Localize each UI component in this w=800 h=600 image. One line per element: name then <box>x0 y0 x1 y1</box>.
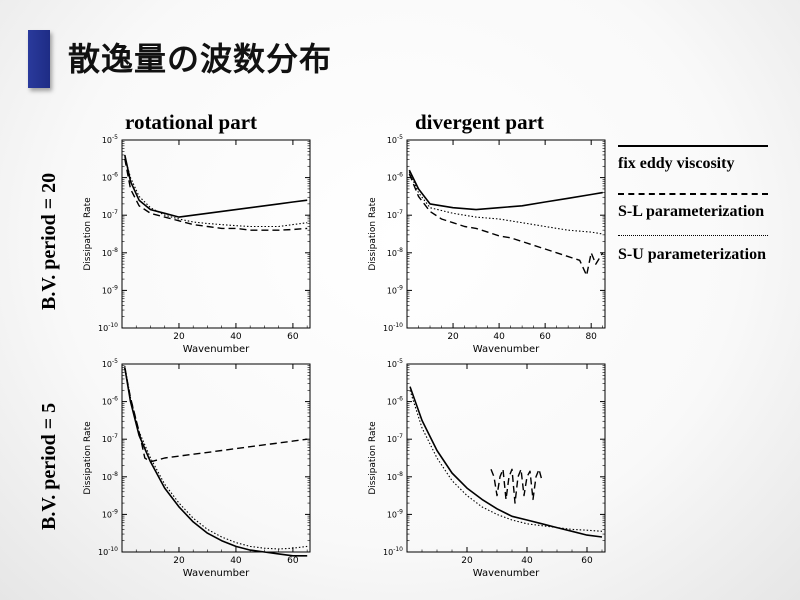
y-tick-label: 10-8 <box>102 471 118 482</box>
column-title-divergent: divergent part <box>415 110 544 134</box>
title-accent-bar <box>28 30 50 88</box>
y-tick-label: 10-9 <box>387 508 403 519</box>
legend-line-solid <box>618 145 768 147</box>
row-title-bv20: B.V. period = 20 <box>38 172 60 310</box>
series-line-dotted <box>408 171 603 235</box>
x-tick-label: 40 <box>493 332 505 342</box>
x-tick-label: 60 <box>287 332 299 342</box>
y-axis-label: Dissipation Rate <box>83 421 93 495</box>
series-line-dashed <box>124 158 308 231</box>
x-tick-label: 40 <box>521 556 533 566</box>
plot-frame <box>121 363 311 553</box>
x-axis-label: Wavenumber <box>473 344 540 355</box>
chart-top-left: 10-10 10-9 10-8 10-7 10-6 10-5 20 40 60 Wavenumbe… <box>83 134 311 355</box>
x-axis-label: Wavenumber <box>183 568 250 579</box>
x-tick-label: 20 <box>173 332 185 342</box>
y-tick-label: 10-10 <box>98 546 118 557</box>
x-tick-label: 80 <box>585 332 597 342</box>
y-tick-label: 10-6 <box>102 396 118 407</box>
plot-frame <box>406 363 606 553</box>
series-line-dashed <box>408 173 604 277</box>
series-line-dotted <box>124 156 308 228</box>
y-tick-label: 10-5 <box>387 358 403 369</box>
y-tick-label: 10-8 <box>387 247 403 258</box>
series-line-dashed <box>124 367 308 463</box>
x-tick-label: 20 <box>173 556 185 566</box>
y-tick-label: 10-7 <box>387 433 403 444</box>
x-axis-label: Wavenumber <box>183 344 250 355</box>
legend-label-sl: S-L parameterization <box>618 203 765 220</box>
legend-label-su: S-U parameterization <box>618 246 766 263</box>
x-axis-label: Wavenumber <box>473 568 540 579</box>
plot-frame <box>121 139 311 329</box>
y-tick-label: 10-7 <box>387 209 403 220</box>
y-tick-label: 10-6 <box>102 172 118 183</box>
y-axis-label: Dissipation Rate <box>83 197 93 271</box>
series-line-dashed <box>490 468 543 504</box>
y-tick-label: 10-7 <box>102 209 118 220</box>
legend-label-fix-eddy: fix eddy viscosity <box>618 155 735 172</box>
series-line-solid <box>409 386 603 538</box>
y-tick-label: 10-5 <box>387 134 403 145</box>
chart-top-right: 10-10 10-9 10-8 10-7 10-6 10-5 20 40 60 80 Wavenum… <box>368 134 606 355</box>
x-tick-label: 60 <box>581 556 593 566</box>
x-tick-label: 60 <box>287 556 299 566</box>
y-tick-label: 10-6 <box>387 396 403 407</box>
y-tick-label: 10-5 <box>102 134 118 145</box>
series-line-dotted <box>409 390 603 532</box>
series-line-solid <box>408 169 603 211</box>
y-tick-label: 10-9 <box>102 284 118 295</box>
y-tick-label: 10-7 <box>102 433 118 444</box>
y-tick-label: 10-8 <box>102 247 118 258</box>
column-title-rotational: rotational part <box>125 110 258 134</box>
plot-frame <box>406 139 606 329</box>
series-line-dotted <box>124 365 308 550</box>
y-tick-label: 10-10 <box>383 322 403 333</box>
x-tick-label: 40 <box>230 332 242 342</box>
y-tick-label: 10-8 <box>387 471 403 482</box>
y-tick-label: 10-5 <box>102 358 118 369</box>
legend-line-dotted <box>618 235 768 236</box>
x-tick-label: 60 <box>539 332 551 342</box>
x-tick-label: 20 <box>461 556 473 566</box>
y-tick-label: 10-9 <box>102 508 118 519</box>
y-tick-label: 10-10 <box>98 322 118 333</box>
y-axis-label: Dissipation Rate <box>368 197 378 271</box>
y-tick-label: 10-6 <box>387 172 403 183</box>
chart-bottom-right: 10-10 10-9 10-8 10-7 10-6 10-5 20 40 60 Wavenumbe… <box>368 358 606 579</box>
y-tick-label: 10-9 <box>387 284 403 295</box>
slide-title: 散逸量の波数分布 <box>68 40 333 78</box>
row-title-bv5: B.V. period = 5 <box>38 402 60 530</box>
x-tick-label: 20 <box>447 332 459 342</box>
x-tick-label: 40 <box>230 556 242 566</box>
y-tick-label: 10-10 <box>383 546 403 557</box>
chart-bottom-left: 10-10 10-9 10-8 10-7 10-6 10-5 20 40 60 Wavenumbe… <box>83 358 311 579</box>
series-line-solid <box>124 367 308 557</box>
legend-line-dashed <box>618 193 768 195</box>
y-axis-label: Dissipation Rate <box>368 421 378 495</box>
series-line-solid <box>124 154 308 218</box>
